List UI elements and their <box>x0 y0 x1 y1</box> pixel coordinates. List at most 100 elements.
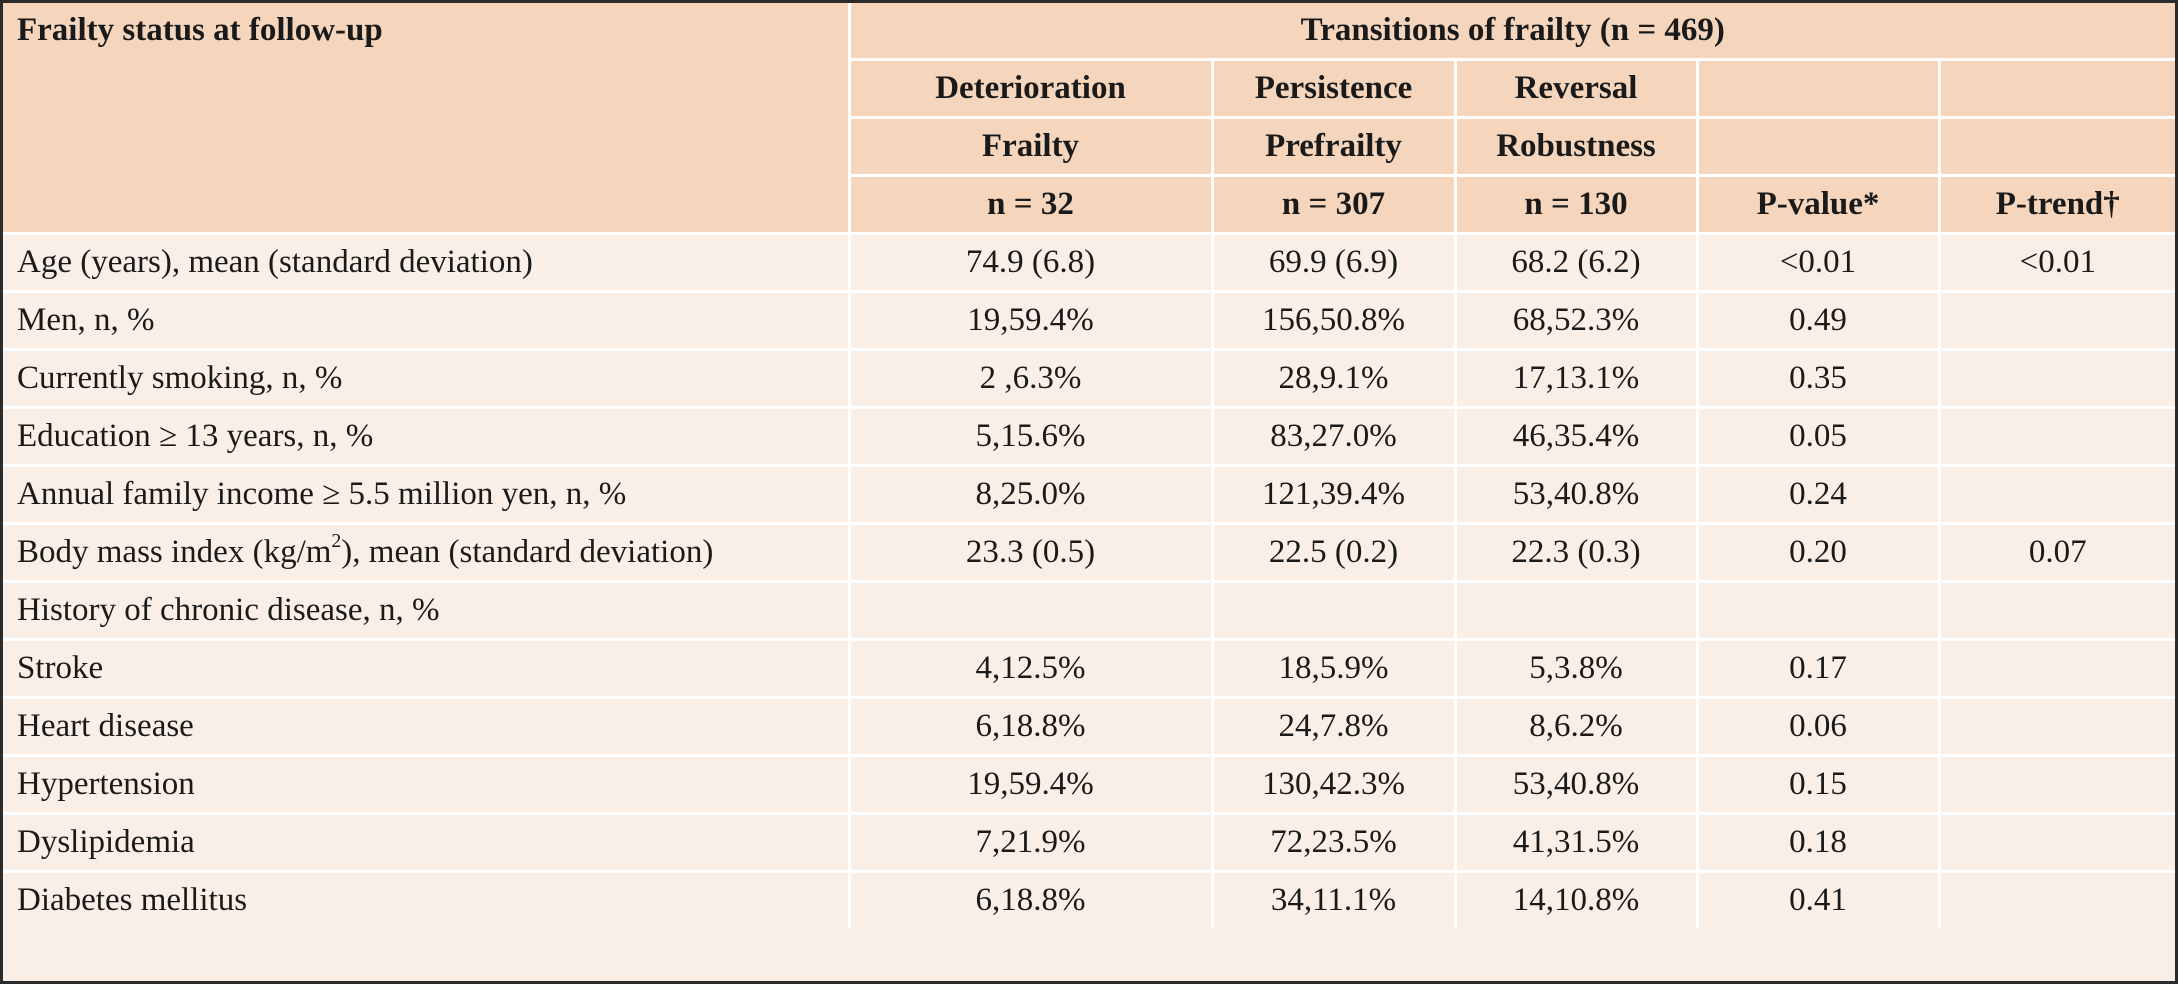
row-label: Hypertension <box>3 754 851 815</box>
header-deterioration: Deterioration <box>849 58 1214 119</box>
cell-p-trend: <0.01 <box>1937 232 2175 293</box>
row-label: Dyslipidemia <box>3 812 851 873</box>
table-row: Men, n, % 19,59.4% 156,50.8% 68,52.3% 0.… <box>3 290 2175 351</box>
header-reversal: Reversal <box>1453 58 1699 119</box>
cell-p-trend <box>1937 290 2175 351</box>
header-p-value: P-value* <box>1695 174 1941 235</box>
row-label: Men, n, % <box>3 290 851 351</box>
cell-prefrailty: 121,39.4% <box>1210 464 1457 525</box>
header-blank-b5 <box>1937 116 2175 177</box>
cell-robustness: 8,6.2% <box>1453 696 1699 757</box>
table-row: Hypertension 19,59.4% 130,42.3% 53,40.8%… <box>3 754 2175 815</box>
cell-frailty <box>847 580 1214 641</box>
table-row: Diabetes mellitus 6,18.8% 34,11.1% 14,10… <box>3 870 2175 928</box>
cell-p-value: 0.15 <box>1695 754 1941 815</box>
header-blank-b4 <box>1695 116 1941 177</box>
table-row: Currently smoking, n, % 2 ,6.3% 28,9.1% … <box>3 348 2175 409</box>
header-robustness: Robustness <box>1453 116 1699 177</box>
cell-p-value: 0.05 <box>1695 406 1941 467</box>
cell-p-value: 0.35 <box>1695 348 1941 409</box>
row-label: Age (years), mean (standard deviation) <box>3 232 851 293</box>
header-blank-a5 <box>1937 58 2175 119</box>
header-n-prefrailty: n = 307 <box>1210 174 1457 235</box>
cell-p-value: 0.06 <box>1695 696 1941 757</box>
cell-p-trend <box>1937 406 2175 467</box>
header-row-title: Frailty status at follow-up Transitions … <box>3 3 2175 235</box>
cell-p-trend <box>1937 638 2175 699</box>
cell-robustness: 22.3 (0.3) <box>1453 522 1699 583</box>
cell-prefrailty: 24,7.8% <box>1210 696 1457 757</box>
cell-prefrailty: 72,23.5% <box>1210 812 1457 873</box>
bmi-label-superscript: 2 <box>331 530 342 553</box>
cell-frailty: 19,59.4% <box>847 290 1214 351</box>
row-label: Stroke <box>3 638 851 699</box>
cell-frailty: 74.9 (6.8) <box>847 232 1214 293</box>
table-row: Annual family income ≥ 5.5 million yen, … <box>3 464 2175 525</box>
table-row: Stroke 4,12.5% 18,5.9% 5,3.8% 0.17 <box>3 638 2175 699</box>
header-p-trend: P-trend† <box>1937 174 2175 235</box>
bmi-label-prefix: Body mass index (kg/m <box>17 534 332 570</box>
cell-robustness: 41,31.5% <box>1453 812 1699 873</box>
row-label: History of chronic disease, n, % <box>3 580 851 641</box>
cell-prefrailty: 34,11.1% <box>1210 870 1457 928</box>
cell-p-value <box>1695 580 1941 641</box>
corner-label: Frailty status at follow-up <box>3 3 851 235</box>
table-body: Age (years), mean (standard deviation) 7… <box>3 232 2175 928</box>
cell-p-value: 0.41 <box>1695 870 1941 928</box>
cell-p-value: 0.18 <box>1695 812 1941 873</box>
cell-robustness: 14,10.8% <box>1453 870 1699 928</box>
cell-frailty: 7,21.9% <box>847 812 1214 873</box>
cell-prefrailty: 22.5 (0.2) <box>1210 522 1457 583</box>
cell-p-trend <box>1937 696 2175 757</box>
bmi-label-suffix: ), mean (standard deviation) <box>341 534 714 570</box>
row-label: Diabetes mellitus <box>3 870 851 928</box>
cell-p-trend: 0.07 <box>1937 522 2175 583</box>
row-label: Education ≥ 13 years, n, % <box>3 406 851 467</box>
header-prefrailty: Prefrailty <box>1210 116 1457 177</box>
cell-robustness: 68.2 (6.2) <box>1453 232 1699 293</box>
cell-p-trend <box>1937 580 2175 641</box>
cell-robustness: 46,35.4% <box>1453 406 1699 467</box>
table-row: History of chronic disease, n, % <box>3 580 2175 641</box>
table-header: Frailty status at follow-up Transitions … <box>3 3 2175 235</box>
cell-prefrailty: 156,50.8% <box>1210 290 1457 351</box>
cell-prefrailty <box>1210 580 1457 641</box>
table-row: Education ≥ 13 years, n, % 5,15.6% 83,27… <box>3 406 2175 467</box>
cell-prefrailty: 28,9.1% <box>1210 348 1457 409</box>
table-row: Age (years), mean (standard deviation) 7… <box>3 232 2175 293</box>
header-row-status: Frailty Prefrailty Robustness <box>3 116 2175 177</box>
header-persistence: Persistence <box>1210 58 1457 119</box>
cell-robustness: 53,40.8% <box>1453 754 1699 815</box>
cell-robustness: 5,3.8% <box>1453 638 1699 699</box>
cell-p-value: 0.24 <box>1695 464 1941 525</box>
cell-frailty: 4,12.5% <box>847 638 1214 699</box>
cell-p-trend <box>1937 464 2175 525</box>
cell-p-value: <0.01 <box>1695 232 1941 293</box>
cell-robustness: 17,13.1% <box>1453 348 1699 409</box>
cell-p-trend <box>1937 348 2175 409</box>
cell-frailty: 5,15.6% <box>847 406 1214 467</box>
cell-p-trend <box>1937 812 2175 873</box>
cell-frailty: 6,18.8% <box>847 870 1214 928</box>
header-n-frailty: n = 32 <box>849 174 1214 235</box>
header-frailty: Frailty <box>849 116 1214 177</box>
cell-frailty: 8,25.0% <box>847 464 1214 525</box>
table-row: Heart disease 6,18.8% 24,7.8% 8,6.2% 0.0… <box>3 696 2175 757</box>
header-blank-a4 <box>1695 58 1941 119</box>
cell-prefrailty: 130,42.3% <box>1210 754 1457 815</box>
header-row-transition-type: Deterioration Persistence Reversal <box>3 58 2175 119</box>
transitions-title: Transitions of frailty (n = 469) <box>847 3 2175 61</box>
row-label: Heart disease <box>3 696 851 757</box>
row-label: Currently smoking, n, % <box>3 348 851 409</box>
cell-p-value: 0.49 <box>1695 290 1941 351</box>
cell-robustness: 68,52.3% <box>1453 290 1699 351</box>
cell-p-trend <box>1937 870 2175 928</box>
row-label: Body mass index (kg/m2), mean (standard … <box>3 522 851 583</box>
table-row: Body mass index (kg/m2), mean (standard … <box>3 522 2175 583</box>
cell-frailty: 19,59.4% <box>847 754 1214 815</box>
header-row-counts: n = 32 n = 307 n = 130 P-value* P-trend† <box>3 174 2175 235</box>
cell-p-value: 0.20 <box>1695 522 1941 583</box>
cell-frailty: 6,18.8% <box>847 696 1214 757</box>
cell-prefrailty: 69.9 (6.9) <box>1210 232 1457 293</box>
